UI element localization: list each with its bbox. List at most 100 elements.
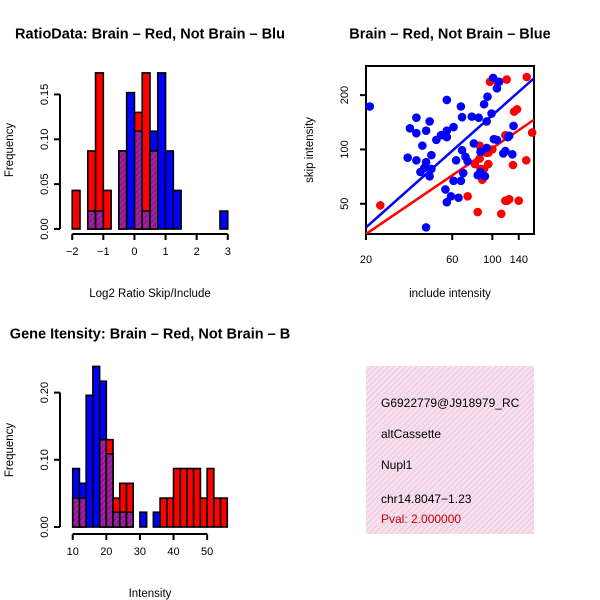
ratio-bar-brain [71, 189, 81, 230]
ratio-y-tick-label: 0.10 [39, 129, 51, 150]
ratio-bar-overlap [141, 210, 151, 230]
scatter-point-not-brain [427, 150, 436, 160]
ratio-bar-overlap [118, 150, 128, 230]
gene-name: Nupl1 [381, 458, 413, 472]
scatter-point-not-brain [419, 163, 429, 173]
scatter-y-tick-label: 200 [339, 86, 351, 104]
scatter-y-tick-label: 100 [339, 140, 351, 158]
scatter-point-brain [484, 159, 493, 169]
gene-bar-not-brain [85, 394, 94, 528]
scatter-point-not-brain [412, 113, 421, 122]
ratio-x-tick-label: 0 [131, 246, 137, 258]
scatter-point-not-brain [479, 99, 489, 109]
scatter-point-brain [521, 156, 531, 165]
gene-y-axis: 0.00 0.10 0.20 [39, 382, 61, 538]
gene-x-tick-label: 20 [100, 546, 112, 558]
ratio-bar-brain [102, 189, 112, 230]
scatter-point-not-brain [425, 117, 434, 126]
gene-title: Gene Itensity: Brain – Red, Not Brain – … [10, 327, 290, 343]
gene-bar-brain [179, 467, 188, 528]
gene-x-axis: 10 20 30 40 50 [67, 533, 213, 558]
scatter-point-not-brain [457, 112, 467, 122]
scatter-point-not-brain [442, 95, 452, 105]
ratio-bar-not-brain [172, 189, 182, 230]
gene-bar-overlap [71, 497, 81, 528]
scatter-point-not-brain [412, 128, 421, 138]
scatter-x-label: include intensity [409, 288, 491, 300]
gene-bar-brain [219, 497, 229, 528]
scatter-point-brain [504, 194, 514, 204]
ratio-y-tick-label: 0.15 [39, 84, 51, 105]
scatter-point-not-brain [488, 73, 498, 83]
gene-bar-not-brain [139, 511, 148, 528]
scatter-point-not-brain [504, 131, 514, 141]
scatter-point-not-brain [499, 149, 508, 158]
gene-bar-overlap [78, 497, 87, 528]
scatter-point-not-brain [476, 147, 485, 157]
scatter-point-not-brain [492, 84, 502, 93]
scatter-point-brain [463, 192, 472, 201]
gene-bars [71, 365, 229, 528]
ratio-bar-not-brain [164, 150, 175, 230]
scatter-point-not-brain [442, 132, 452, 142]
scatter-point-brain [514, 196, 524, 205]
scatter-point-brain [522, 72, 532, 82]
gene-y-label: Frequency [4, 423, 16, 478]
scatter-point-not-brain [482, 143, 491, 153]
ratio-bars [71, 72, 229, 230]
scatter-point-not-brain [463, 156, 472, 166]
scatter-point-not-brain [456, 102, 466, 111]
gene-bar-not-brain [152, 511, 161, 528]
scatter-point-brain [508, 160, 518, 170]
scatter-point-not-brain [457, 145, 467, 155]
scatter-x-tick-label: 140 [510, 254, 528, 266]
scatter-y-label: skip intensity [304, 117, 316, 183]
ratio-x-label: Log2 Ratio Skip/Include [89, 288, 210, 300]
gene-bar-brain [206, 467, 215, 528]
event-info-panel: G6922779@J918979_RC altCassette Nupl1 ch… [366, 366, 534, 534]
scatter-point-brain [376, 201, 385, 210]
scatter-point-not-brain [441, 185, 450, 194]
gene-bar-brain [159, 497, 168, 528]
ratio-bar-overlap [86, 210, 97, 230]
gene-bar-overlap [105, 452, 114, 528]
ratio-x-tick-label: 1 [162, 246, 168, 258]
genomic-location: chr14.8047−1.23 [381, 492, 472, 506]
gene-x-tick-label: 40 [167, 546, 179, 558]
scatter-point-brain [502, 75, 511, 84]
scatter-x-tick-label: 20 [360, 254, 372, 266]
scatter-point-brain [496, 209, 506, 219]
gene-bar-overlap [125, 511, 135, 528]
scatter-points [365, 72, 537, 232]
scatter-point-not-brain [403, 153, 412, 163]
scatter-point-not-brain [449, 122, 458, 132]
gene-bar-overlap [118, 511, 128, 528]
scatter-point-brain [473, 207, 483, 217]
scatter-y-tick-label: 50 [339, 198, 351, 210]
scatter-point-not-brain [421, 126, 431, 136]
scatter-point-not-brain [508, 149, 517, 159]
scatter-point-not-brain [421, 223, 431, 232]
ratio-y-tick-label: 0.05 [39, 173, 51, 194]
scatter-point-not-brain [427, 164, 436, 174]
gene-x-tick-label: 50 [201, 546, 213, 558]
scatter-point-not-brain [454, 193, 463, 203]
gene-bar-overlap [98, 438, 108, 528]
ratio-y-label: Frequency [4, 123, 16, 178]
scatter-point-not-brain [487, 109, 496, 118]
scatter-point-not-brain [418, 141, 427, 150]
scatter-point-brain [512, 104, 522, 114]
scatter-fit-line-not-brain [366, 77, 534, 229]
ratio-bar-not-brain [219, 210, 229, 230]
scatter-point-not-brain [474, 113, 483, 122]
intensity-scatter: Brain – Red, Not Brain – Blue 20 60 100 140… [304, 27, 551, 301]
scatter-y-axis: 50 100 200 [339, 86, 366, 210]
scatter-point-not-brain [365, 102, 375, 111]
ratio-y-tick-label: 0.00 [39, 218, 51, 239]
ratio-y-axis: 0.00 0.05 0.10 0.15 [39, 84, 61, 240]
scatter-x-tick-label: 100 [483, 254, 501, 266]
ratio-bar-brain [94, 72, 105, 230]
gene-intensity-histogram: Gene Itensity: Brain – Red, Not Brain – … [4, 327, 290, 600]
scatter-point-not-brain [482, 117, 491, 126]
